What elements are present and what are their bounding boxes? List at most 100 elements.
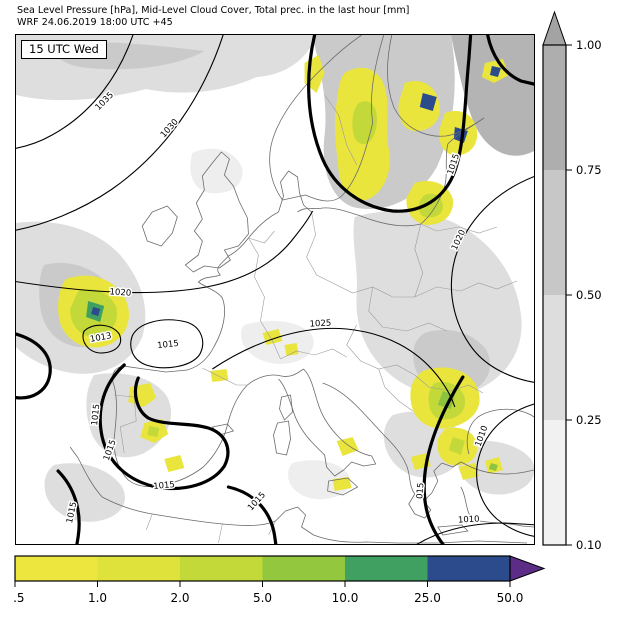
coastline-turkey: [460, 486, 534, 528]
isobar-1013: [82, 324, 122, 354]
isobar-1020-west: [16, 210, 314, 294]
isobar-bold-iberia: [98, 363, 230, 491]
precip-patch: [488, 463, 498, 471]
colorbar-segment: [180, 556, 263, 581]
coastline-sardinia: [273, 420, 291, 456]
colorbar-tick-label: 0.50: [576, 288, 602, 302]
border-line: [280, 348, 347, 360]
colorbar-segment: [543, 170, 566, 295]
contour-label: 1020: [109, 287, 131, 298]
precipitation-colorbar: 0.5 1.0 2.0 5.0 10.0 25.0 50.0: [13, 555, 546, 605]
colorbar-tick-label: 5.0: [253, 591, 272, 605]
isobar-bold-left-hook: [16, 332, 52, 400]
precip-patch: [458, 463, 479, 480]
colorbar-segment: [345, 556, 428, 581]
contour-label: 1015: [90, 404, 102, 427]
precip-patch: [147, 426, 160, 437]
europe-weather-map: 1035 1030 1020 1015 1020 1025 1013 1015 …: [16, 35, 534, 544]
contour-label: 1015: [446, 153, 462, 177]
colorbar-tick-label: 0.10: [576, 538, 602, 552]
border-line: [248, 237, 281, 360]
coastline-west-europe-iberia: [112, 211, 304, 488]
colorbar-tick-label: 0.5: [13, 591, 25, 605]
cloud-cover-colorbar: 1.00 0.75 0.50 0.25 0.10: [542, 10, 602, 552]
cloud-patch: [241, 320, 314, 364]
isobars-bold: [16, 35, 534, 544]
coastline-black-sea: [441, 408, 534, 475]
isobar-bold-ne-corner: [486, 35, 534, 86]
border-line: [202, 367, 248, 386]
isobar-1020-east: [450, 176, 534, 383]
colorbar-segment: [427, 556, 510, 581]
isobar-1035: [16, 35, 134, 149]
isobars-thin: [16, 35, 534, 544]
coastline-balkans-greece: [322, 382, 443, 519]
country-borders: [114, 94, 518, 544]
border-line: [114, 394, 137, 454]
isobar-bold-bottom-left: [56, 469, 81, 544]
coastline-norway: [269, 35, 362, 201]
border-line: [306, 211, 333, 284]
precip-patch: [448, 437, 465, 455]
isobar-bold-baltic-loop: [307, 35, 473, 213]
colorbar-segment: [543, 45, 566, 170]
isobar-1010-east: [476, 403, 534, 537]
contour-label: 1025: [309, 318, 331, 329]
border-line: [378, 368, 413, 412]
coastline-sicily: [327, 477, 359, 496]
isobar-1025: [212, 327, 456, 408]
precip-patch: [284, 343, 299, 356]
coastline-denmark: [278, 170, 312, 213]
colorbar-segment: [543, 295, 566, 420]
colorbar-tick-label: 50.0: [497, 591, 524, 605]
precip-patch: [352, 101, 378, 145]
colorbar-over-arrow: [542, 10, 567, 46]
contour-label: 1030: [159, 117, 181, 140]
chart-subtitle: WRF 24.06.2019 18:00 UTC +45: [17, 17, 173, 28]
colorbar-segment: [262, 556, 345, 581]
contour-label: 1010: [458, 514, 480, 525]
cloud-patch: [190, 148, 243, 194]
isobar-1030: [16, 35, 224, 231]
coastline-sweden: [282, 35, 385, 202]
border-line: [248, 230, 275, 244]
colorbar-tick-label: 1.00: [576, 38, 602, 52]
colorbar-tick-label: 25.0: [414, 591, 441, 605]
contour-label: 1015: [153, 480, 175, 492]
precip-patch: [210, 369, 229, 382]
cloud-patch: [450, 35, 534, 156]
border-line: [420, 223, 498, 234]
colorbar-tick-label: 10.0: [332, 591, 359, 605]
border-line: [414, 223, 424, 298]
border-line: [145, 513, 276, 544]
cloud-patch: [44, 463, 125, 522]
colorbar-tick-label: 2.0: [170, 591, 189, 605]
border-line: [414, 280, 518, 298]
precip-patch: [398, 81, 440, 132]
border-line: [368, 286, 447, 332]
coastline-great-britain: [184, 151, 249, 273]
colorbar-tick-label: 0.25: [576, 413, 602, 427]
chart-title: Sea Level Pressure [hPa], Mid-Level Clou…: [17, 5, 410, 16]
precip-patch: [164, 455, 185, 472]
border-line: [346, 324, 415, 376]
colorbar-segment: [543, 420, 566, 545]
border-line: [414, 374, 484, 394]
colorbar-tick-label: 0.75: [576, 163, 602, 177]
coastline-baltic-south: [297, 207, 421, 227]
contour-label: 1015: [157, 339, 180, 351]
precip-patch: [332, 477, 352, 491]
border-line: [324, 94, 357, 166]
precip-patch: [91, 307, 101, 316]
precip-patch: [489, 66, 501, 77]
coastline-ireland: [141, 205, 178, 247]
colorbar-over-arrow: [509, 555, 546, 582]
colorbar-segment: [15, 556, 98, 581]
colorbar-tick-label: 1.0: [88, 591, 107, 605]
coastline-north-africa: [101, 496, 528, 544]
valid-time-label: 15 UTC Wed: [21, 40, 107, 59]
isobar-1015-france: [130, 319, 204, 369]
coastline-morocco: [69, 446, 103, 498]
coastline-corsica: [279, 394, 293, 421]
